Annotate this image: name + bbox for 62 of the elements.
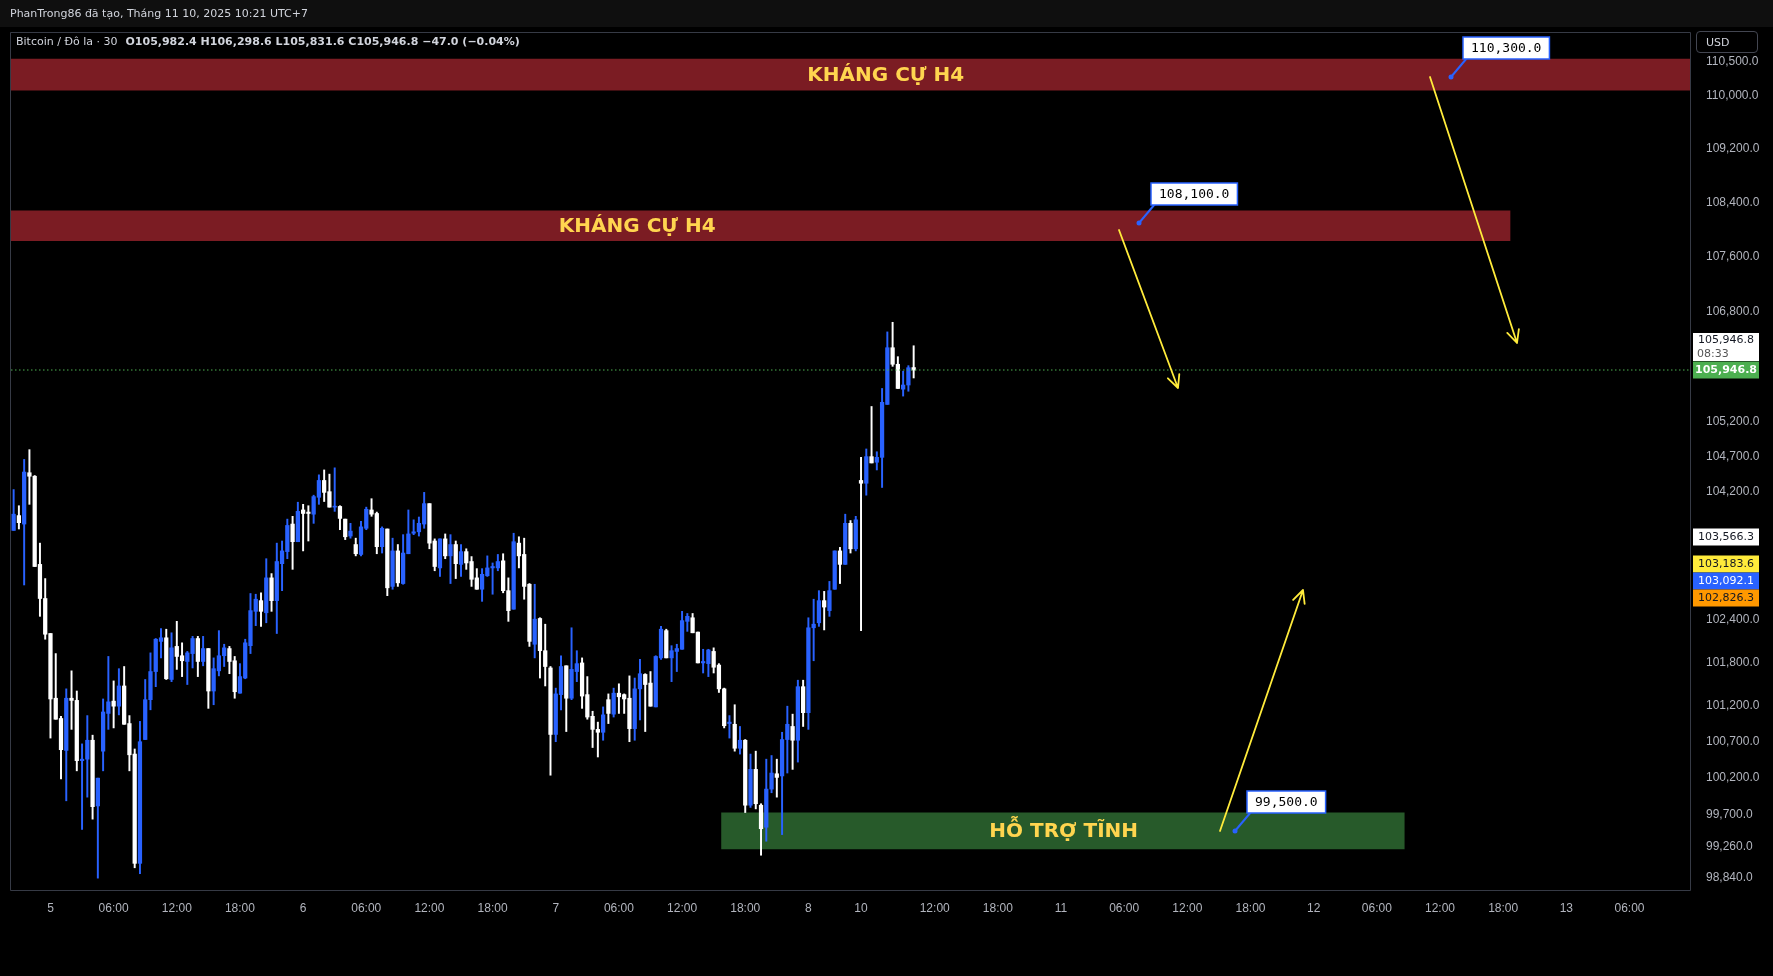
x-tick-label: 12: [1306, 900, 1321, 915]
y-tick-label: 99,700.0: [1706, 807, 1754, 822]
y-tick-label: 110,500.0: [1706, 54, 1759, 69]
y-axis-title: USD: [1696, 31, 1758, 53]
x-tick-label: 18:00: [224, 900, 256, 915]
x-tick-label: 18:00: [982, 900, 1014, 915]
y-tick-label: 107,600.0: [1706, 249, 1760, 264]
text: 103,183.6: [1698, 556, 1754, 570]
x-tick-label: 12:00: [161, 900, 193, 915]
x-tick-label: 18:00: [730, 900, 761, 915]
text: 102,826.3: [1698, 590, 1754, 604]
text: 103,566.3: [1698, 529, 1754, 543]
x-tick-label: 06:00: [1361, 900, 1393, 915]
annotation: 108,100.0: [1158, 185, 1230, 201]
y-tick-label: 99,260.0: [1706, 839, 1754, 854]
ref-line-label: 105,946.8: [1695, 362, 1757, 376]
y-tick-label: 104,200.0: [1706, 483, 1760, 498]
candlestick: [858, 457, 864, 631]
x-tick-label: 18:00: [1488, 900, 1519, 915]
x-tick-label: 5: [47, 900, 55, 915]
text: 08:33: [1697, 346, 1729, 360]
y-tick-label: 108,400.0: [1706, 194, 1760, 209]
annotation: 99,500.0: [1254, 793, 1318, 809]
y-tick-label: 101,200.0: [1706, 697, 1760, 712]
x-tick-label: 13: [1559, 900, 1574, 915]
chart-title: Bitcoin / Đô la · 30: [16, 35, 118, 48]
x-tick-label: 7: [552, 900, 560, 915]
y-tick-label: 105,200.0: [1706, 414, 1760, 429]
x-tick-label: 12:00: [1424, 900, 1456, 915]
x-tick-label: 06:00: [351, 900, 382, 915]
x-tick-label: 12:00: [414, 900, 445, 915]
y-tick-label: 104,700.0: [1706, 448, 1760, 463]
text: 105,946.8: [1698, 332, 1754, 346]
candlestick: [727, 715, 732, 739]
y-tick-label: 109,200.0: [1706, 141, 1760, 155]
x-tick-label: 06:00: [1109, 900, 1140, 915]
band-label: KHÁNG CỰ H4: [807, 61, 965, 86]
x-tick-label: 06:00: [603, 900, 635, 915]
text: 103,092.1: [1698, 573, 1754, 587]
x-tick-label: 12:00: [919, 900, 951, 915]
y-tick-label: 100,200.0: [1706, 770, 1760, 785]
x-tick-label: 06:00: [1614, 900, 1645, 915]
y-tick-label: 102,400.0: [1706, 611, 1760, 626]
chart-subtitle: PhanTrong86 đã tạo, Tháng 11 10, 2025 10:21 UTC+7: [10, 7, 308, 20]
x-tick-label: 11: [1054, 900, 1068, 915]
x-tick-label: 8: [805, 900, 813, 915]
y-tick-label: 106,800.0: [1706, 303, 1760, 318]
x-tick-label: 06:00: [98, 900, 129, 915]
x-tick-label: 12:00: [667, 900, 698, 915]
y-tick-label: 110,000.0: [1706, 87, 1759, 102]
x-tick-label: 18:00: [1235, 900, 1266, 915]
band-label: HỖ TRỢ TĨNH: [989, 815, 1139, 843]
y-tick-label: 101,800.0: [1706, 654, 1760, 669]
x-tick-label: 10: [854, 900, 869, 915]
y-tick-label: 98,840.0: [1706, 870, 1754, 885]
annotation: O105,982.4 H106,298.6 L105,831.6 C105,946.8 −47.0 (−0.04%): [125, 35, 520, 48]
x-tick-label: 18:00: [477, 900, 508, 915]
x-tick-label: 6: [299, 900, 307, 915]
x-tick-label: 12:00: [1172, 900, 1203, 915]
y-tick-label: 100,700.0: [1706, 734, 1760, 749]
band-label: KHÁNG CỰ H4: [558, 213, 716, 238]
annotation: 110,300.0: [1470, 39, 1542, 55]
